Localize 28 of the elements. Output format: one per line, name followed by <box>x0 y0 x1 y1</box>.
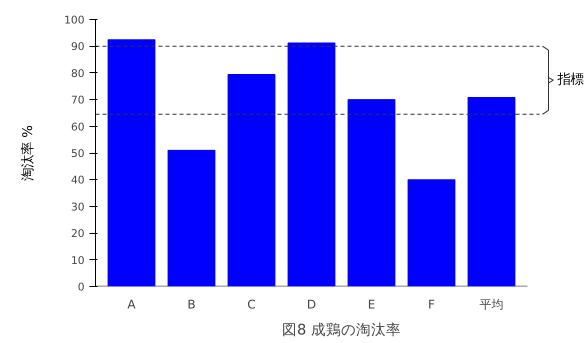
x-tick-label: E <box>368 298 376 312</box>
bar <box>408 179 456 286</box>
text: 図8 成鶏の淘汰率 <box>282 322 401 338</box>
bar <box>348 99 396 286</box>
text: 指標 <box>556 72 584 88</box>
y-axis-title: 淘汰率 % <box>20 125 36 181</box>
bar <box>468 96 516 286</box>
x-tick-label: D <box>306 298 316 312</box>
y-tick-label: 50 <box>70 147 85 160</box>
x-tick-label: B <box>187 298 196 312</box>
y-tick-label: 60 <box>70 120 85 134</box>
y-tick-label: 90 <box>70 40 85 54</box>
y-tick-label: 100 <box>64 14 85 26</box>
bar <box>168 150 216 286</box>
x-tick-label: 平均 <box>480 298 504 312</box>
bar <box>288 42 336 286</box>
y-tick-label: 30 <box>70 200 85 214</box>
x-tick-label: A <box>127 298 136 312</box>
y-tick-label: 40 <box>70 174 85 187</box>
x-tick-label: C <box>247 298 256 312</box>
y-tick-label: 70 <box>70 94 85 107</box>
x-tick-label: F <box>428 298 436 312</box>
y-tick-label: 80 <box>70 66 85 80</box>
bar <box>228 74 276 286</box>
bar <box>108 39 156 286</box>
y-tick-label: 0 <box>78 280 85 294</box>
y-tick-label: 20 <box>70 227 85 240</box>
y-tick-label: 10 <box>70 254 85 267</box>
